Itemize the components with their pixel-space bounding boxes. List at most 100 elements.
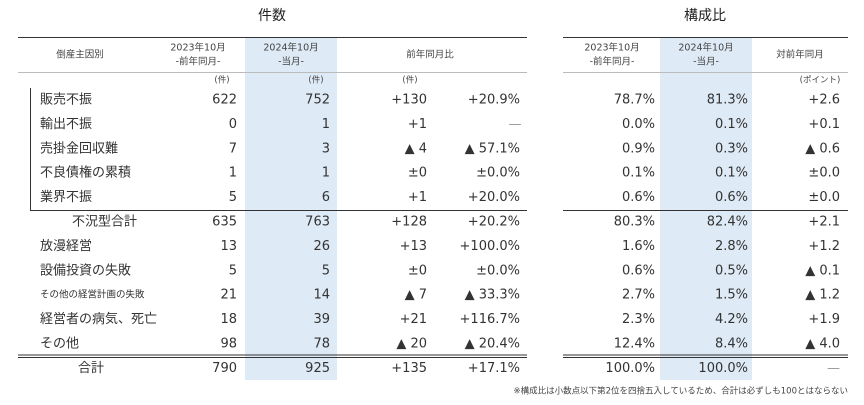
cell-value: +1 <box>408 190 427 205</box>
cell-value: 790 <box>212 361 237 376</box>
cell-value: +20.2% <box>468 215 520 230</box>
cell-value: 1 <box>322 117 330 132</box>
cell-value: 4.2% <box>715 312 748 327</box>
cell-value: 2.3% <box>622 312 655 327</box>
cell-value: ±0.0% <box>476 166 520 181</box>
cell-value: 0.1% <box>715 117 748 132</box>
cell-value: 100.0% <box>605 361 655 376</box>
cell-value: ▲ 33.3% <box>465 288 520 303</box>
cell-value: +17.1% <box>468 361 520 376</box>
cell-value: +130 <box>391 93 427 108</box>
cell-value: 1 <box>229 166 237 181</box>
cell-value: 0 <box>229 117 237 132</box>
cell-value: ±0.0% <box>476 263 520 278</box>
cell-value: 0.1% <box>715 166 748 181</box>
cell-value: 82.4% <box>707 215 748 230</box>
row-label: 不良債権の累積 <box>40 165 131 181</box>
row-label: 設備投資の失敗 <box>40 262 131 278</box>
cell-value: +116.7% <box>460 312 520 327</box>
row-label: その他 <box>40 337 79 352</box>
cell-value: +1 <box>408 117 427 132</box>
current-column-shade <box>245 38 337 380</box>
cell-value: +13 <box>400 239 427 254</box>
cell-value: 5 <box>229 263 237 278</box>
cell-value: 752 <box>305 93 330 108</box>
cell-value: ▲ 20.4% <box>465 337 520 352</box>
cell-value: ▲ 20 <box>396 337 427 352</box>
cell-value: ±0.0 <box>808 190 840 205</box>
cell-value: 0.0% <box>622 117 655 132</box>
current-column-shade <box>660 38 752 380</box>
cell-value: 3 <box>322 141 330 156</box>
cell-value: +128 <box>391 215 427 230</box>
cell-value: +20.0% <box>468 190 520 205</box>
column-header: 2024年10月 <box>263 42 318 54</box>
cell-value: ±0 <box>408 166 427 181</box>
cell-value: ▲ 0.1 <box>805 263 840 278</box>
cell-value: 5 <box>322 263 330 278</box>
footnote: ※構成比は小数点以下第2位を四捨五入しているため、合計は必ずしも100とはならな… <box>513 386 848 397</box>
column-header: 2024年10月 <box>678 42 733 54</box>
cell-value: — <box>509 117 522 132</box>
row-label: 輸出不振 <box>40 117 92 132</box>
cell-value: +21 <box>400 312 427 327</box>
cell-value: 1.6% <box>622 239 655 254</box>
cell-value: 763 <box>305 215 330 230</box>
cell-value: 26 <box>313 239 330 254</box>
cell-value: 12.4% <box>614 337 655 352</box>
cell-value: 1 <box>322 166 330 181</box>
unit-label: (ポイント) <box>800 76 841 86</box>
cell-value: 7 <box>229 141 237 156</box>
cell-value: 78 <box>313 337 330 352</box>
column-header: 2023年10月 <box>584 42 639 54</box>
cell-value: 14 <box>313 288 330 303</box>
cell-value: 18 <box>220 312 237 327</box>
column-header: -前年同月- <box>176 56 221 68</box>
cell-value: ▲ 0.6 <box>805 141 840 156</box>
row-label: 放漫経営 <box>40 239 92 254</box>
row-label: 販売不振 <box>40 92 92 108</box>
unit-label: (件) <box>214 75 229 86</box>
cell-value: ▲ 4.0 <box>805 337 840 352</box>
row-label: その他の経営計画の失敗 <box>40 289 145 301</box>
row-label: 売掛金回収難 <box>40 140 118 156</box>
cell-value: 5 <box>229 190 237 205</box>
cell-value: +135 <box>391 361 427 376</box>
row-label: 合計 <box>78 360 104 376</box>
row-label: 経営者の病気、死亡 <box>40 311 157 327</box>
cell-value: 0.5% <box>715 263 748 278</box>
unit-label: (件) <box>402 75 417 86</box>
cell-value: ±0.0 <box>808 166 840 181</box>
cell-value: +2.1 <box>808 215 840 230</box>
cell-value: 100.0% <box>698 361 748 376</box>
row-label: 業界不振 <box>40 189 92 205</box>
cell-value: +2.6 <box>808 93 840 108</box>
cell-value: 0.6% <box>715 190 748 205</box>
cell-value: 0.3% <box>715 141 748 156</box>
cell-value: 1.5% <box>715 288 748 303</box>
cell-value: 21 <box>220 288 237 303</box>
row-label: 不況型合計 <box>72 214 137 230</box>
cell-value: 0.1% <box>622 166 655 181</box>
section-title: 構成比 <box>684 8 726 24</box>
column-header: -前年同月- <box>590 56 635 68</box>
cell-value: +0.1 <box>808 117 840 132</box>
cell-value: 78.7% <box>614 93 655 108</box>
cell-value: 80.3% <box>614 215 655 230</box>
cell-value: 622 <box>212 93 237 108</box>
cell-value: 0.6% <box>622 190 655 205</box>
cell-value: 0.9% <box>622 141 655 156</box>
cell-value: ▲ 1.2 <box>805 288 840 303</box>
cell-value: 98 <box>220 337 237 352</box>
cell-value: — <box>827 361 840 376</box>
cell-value: 2.8% <box>715 239 748 254</box>
column-header: 対前年同月 <box>776 49 824 61</box>
cell-value: ▲ 4 <box>405 141 427 156</box>
section-title: 件数 <box>258 8 286 24</box>
cell-value: 6 <box>322 190 330 205</box>
cell-value: +20.9% <box>468 93 520 108</box>
cell-value: +1.9 <box>808 312 840 327</box>
cell-value: 635 <box>212 215 237 230</box>
cell-value: +100.0% <box>460 239 520 254</box>
